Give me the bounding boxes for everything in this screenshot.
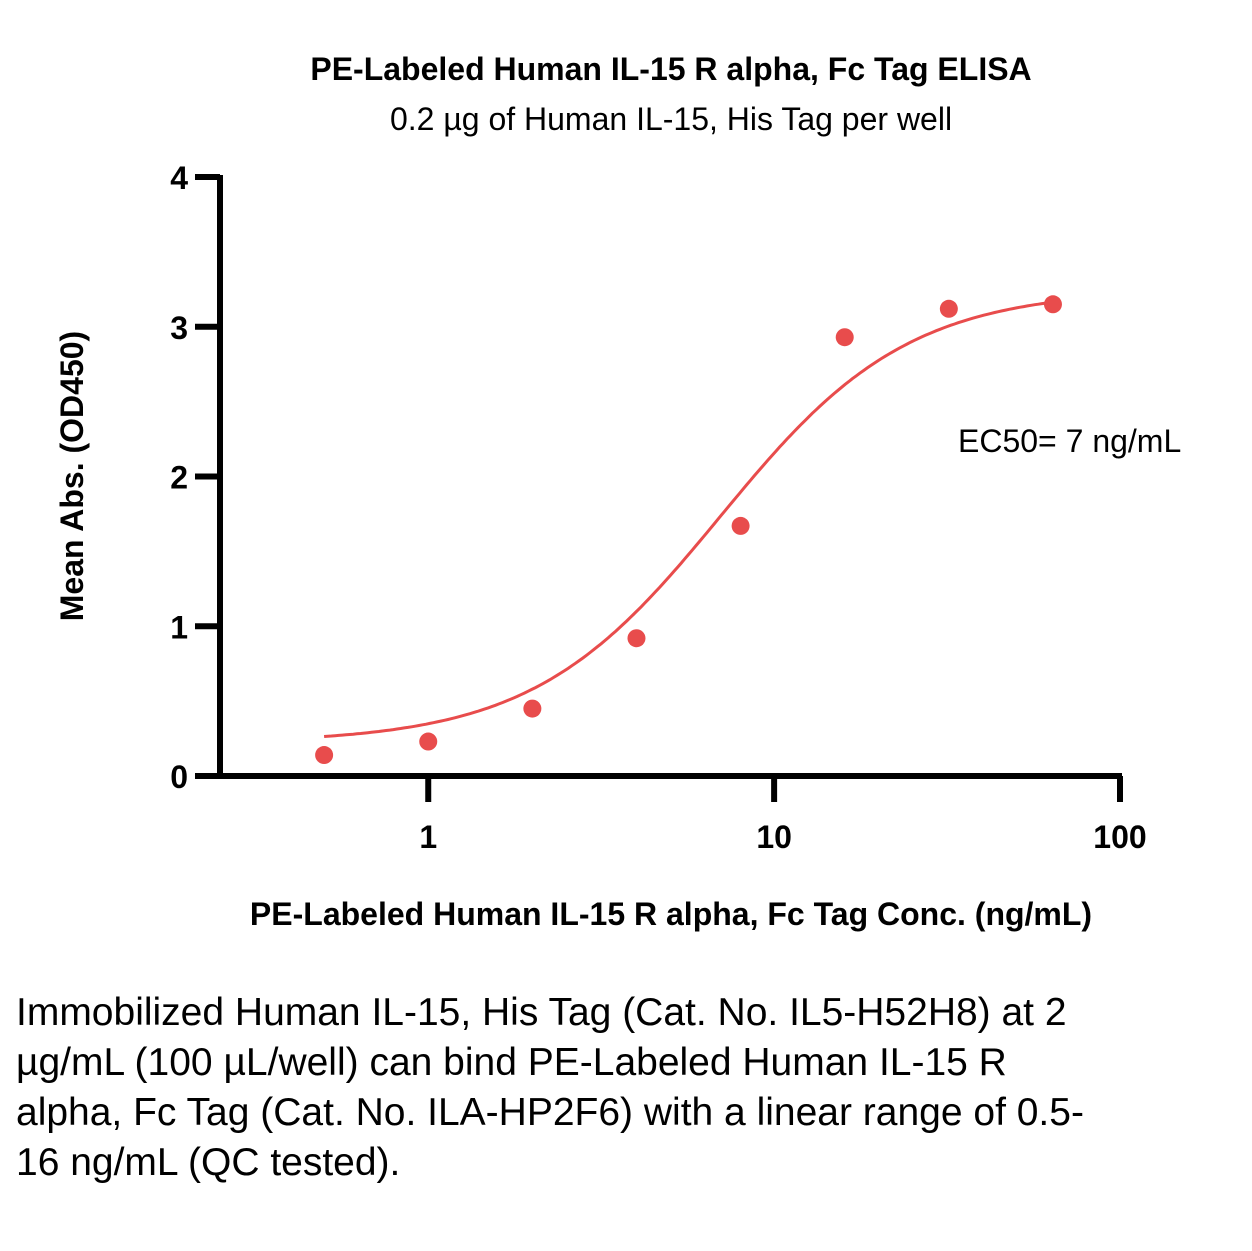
x-tick-label: 100 [1093, 819, 1146, 855]
data-point [939, 299, 958, 318]
data-point [1043, 295, 1062, 314]
data-point [731, 516, 750, 535]
data-point [523, 699, 542, 718]
x-ticks: 1 10 100 [419, 776, 1147, 855]
y-axis-label: Mean Abs. (OD450) [54, 331, 90, 621]
x-tick-label: 10 [756, 819, 792, 855]
fit-curve [323, 300, 1054, 738]
figure-caption: Immobilized Human IL-15, His Tag (Cat. N… [16, 991, 1084, 1184]
data-point [627, 629, 646, 648]
data-points [315, 295, 1062, 765]
x-tick-label: 1 [419, 819, 437, 855]
y-ticks: 0 1 2 3 4 [170, 160, 220, 795]
data-point [315, 746, 334, 765]
elisa-chart: PE-Labeled Human IL-15 R alpha, Fc Tag E… [54, 51, 1181, 932]
y-tick-label: 1 [170, 609, 188, 645]
chart-subtitle: 0.2 µg of Human IL-15, His Tag per well [390, 101, 952, 137]
data-point [419, 732, 438, 751]
data-point [835, 328, 854, 347]
ec50-annotation: EC50= 7 ng/mL [958, 423, 1181, 459]
y-tick-label: 3 [170, 310, 188, 346]
y-tick-label: 2 [170, 460, 188, 496]
y-tick-label: 0 [170, 759, 188, 795]
chart-title: PE-Labeled Human IL-15 R alpha, Fc Tag E… [310, 51, 1031, 87]
y-tick-label: 4 [170, 160, 188, 196]
x-axis-label: PE-Labeled Human IL-15 R alpha, Fc Tag C… [250, 896, 1092, 932]
